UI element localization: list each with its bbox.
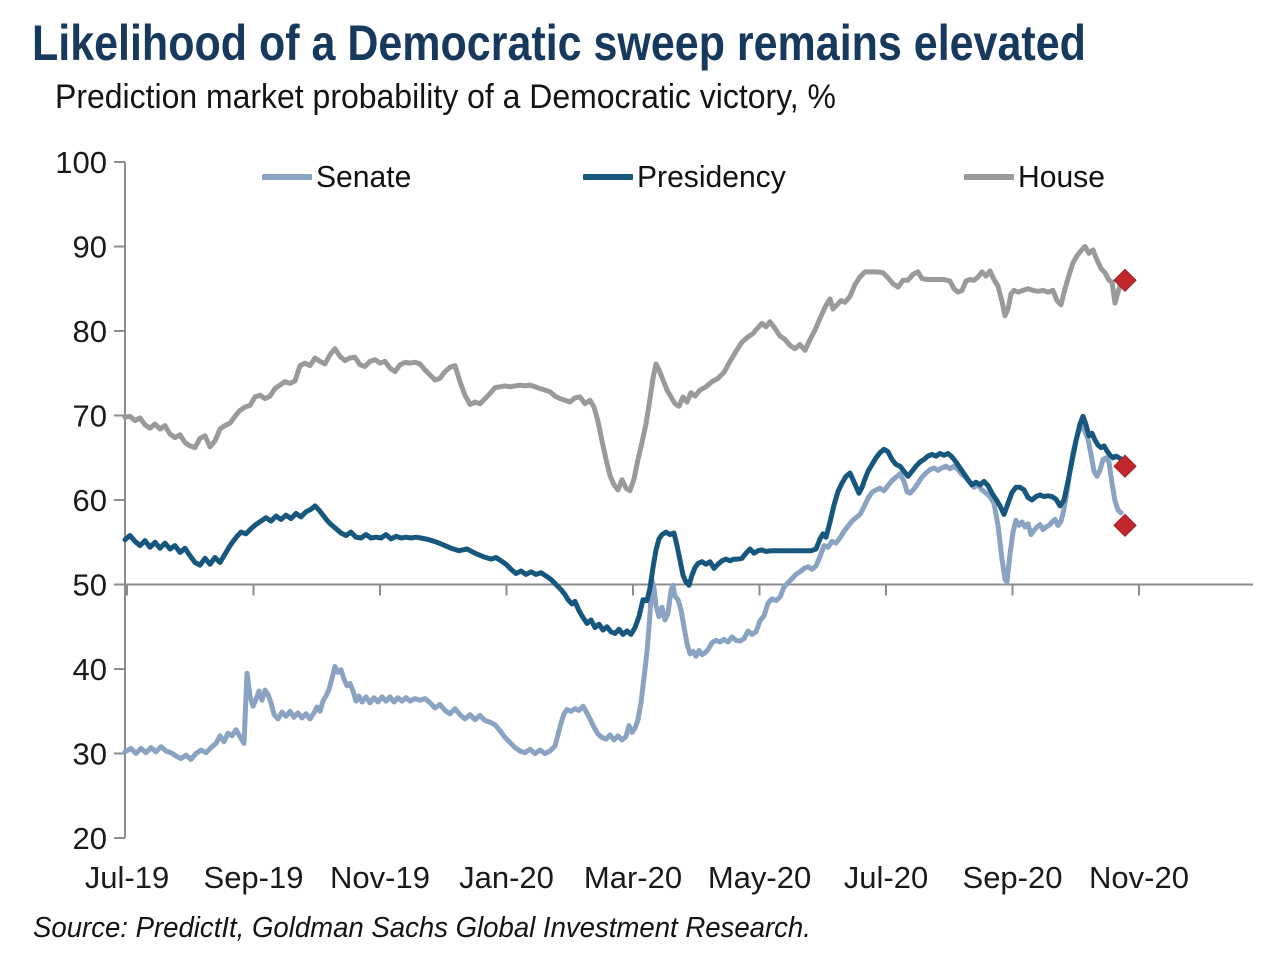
y-axis-tick-label: 60 [73, 483, 107, 518]
end-marker-presidency [1113, 454, 1137, 478]
legend-label-presidency: Presidency [637, 159, 786, 194]
legend-item-presidency: Presidency [583, 159, 790, 194]
y-axis-tick-label: 40 [73, 652, 107, 687]
x-axis-tick-label: Sep-20 [963, 860, 1063, 895]
x-axis-tick-label: Nov-19 [330, 860, 430, 895]
series-line-presidency [122, 413, 1125, 637]
x-axis-tick-label: May-20 [708, 860, 811, 895]
legend-swatch-senate [262, 174, 312, 180]
chart-title: Likelihood of a Democratic sweep remains… [32, 15, 1086, 71]
series-line-house [122, 244, 1124, 494]
end-marker-senate [1113, 513, 1137, 538]
legend-swatch-house [964, 174, 1014, 180]
x-axis-tick-label: Nov-20 [1089, 860, 1189, 895]
x-axis-tick-label: Jul-20 [844, 860, 928, 895]
source-note: Source: PredictIt, Goldman Sachs Global … [33, 912, 811, 944]
y-axis-tick-label: 20 [73, 821, 107, 856]
y-axis-tick-label: 80 [73, 314, 107, 349]
y-axis-tick-label: 100 [55, 145, 107, 180]
series-line-senate [122, 423, 1124, 762]
legend-swatch-presidency [583, 174, 633, 180]
end-marker-house [1113, 268, 1137, 293]
x-axis-tick-label: Mar-20 [584, 860, 682, 895]
chart-subtitle: Prediction market probability of a Democ… [55, 78, 836, 116]
y-axis-tick-label: 50 [73, 568, 107, 603]
legend-item-senate: Senate [262, 159, 414, 194]
y-axis-tick-label: 70 [73, 399, 107, 434]
x-axis-tick-label: Jan-20 [459, 860, 554, 895]
y-axis-tick-label: 90 [73, 230, 107, 265]
legend-item-house: House [964, 159, 1108, 194]
legend-label-house: House [1018, 159, 1105, 194]
x-axis-tick-label: Sep-19 [204, 860, 304, 895]
x-axis-tick-label: Jul-19 [85, 860, 169, 895]
y-axis-tick-label: 30 [73, 737, 107, 772]
legend-label-senate: Senate [316, 159, 412, 194]
